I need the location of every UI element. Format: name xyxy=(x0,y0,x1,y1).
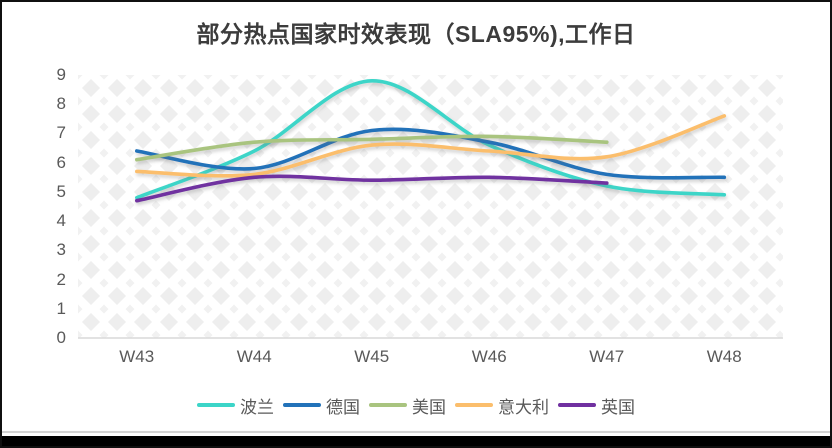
y-axis-tick-label: 5 xyxy=(56,181,66,201)
y-axis-tick-label: 1 xyxy=(56,298,66,318)
y-axis-tick-label: 2 xyxy=(56,269,66,289)
legend-line-marker xyxy=(369,402,407,408)
series-line-0 xyxy=(135,78,727,200)
legend-line-marker xyxy=(455,402,493,408)
y-axis-tick-label: 4 xyxy=(56,211,66,231)
y-axis-tick-label: 9 xyxy=(56,65,66,84)
chart-legend: 波兰 德国 美国 意大利 英国 xyxy=(2,392,830,418)
x-axis-tick-label: W46 xyxy=(471,347,507,366)
legend-item-0: 波兰 xyxy=(197,393,274,418)
legend-item-1: 德国 xyxy=(283,393,360,418)
legend-line-marker xyxy=(558,402,596,408)
series-line-2 xyxy=(135,134,609,162)
legend-label: 德国 xyxy=(326,397,360,417)
x-axis-tick-label: W47 xyxy=(589,347,625,366)
legend-item-4: 英国 xyxy=(558,393,635,418)
legend-label: 英国 xyxy=(601,397,635,417)
legend-line-marker xyxy=(283,402,321,408)
legend-line-marker xyxy=(197,402,235,408)
plot-pattern-background xyxy=(78,75,783,338)
legend-item-2: 美国 xyxy=(369,393,446,418)
x-axis-tick-label: W45 xyxy=(354,347,390,366)
chart-bottom-border xyxy=(2,431,830,433)
series-line-1 xyxy=(135,127,727,180)
legend-label: 意大利 xyxy=(498,397,549,417)
x-axis-tick-label: W44 xyxy=(236,347,272,366)
y-axis-tick-label: 7 xyxy=(56,123,66,143)
y-axis-tick-label: 3 xyxy=(56,240,66,260)
x-axis-tick-label: W48 xyxy=(706,347,742,366)
legend-label: 波兰 xyxy=(240,397,274,417)
bottom-black-bar xyxy=(2,436,830,446)
y-axis-tick-label: 0 xyxy=(56,328,66,347)
series-line-4 xyxy=(135,174,609,203)
legend-label: 美国 xyxy=(412,397,446,417)
x-axis-tick-label: W43 xyxy=(119,347,155,366)
series-line-3 xyxy=(135,114,727,178)
y-axis-tick-label: 8 xyxy=(56,94,66,114)
chart-title: 部分热点国家时效表现（SLA95%),工作日 xyxy=(196,21,636,47)
legend-item-3: 意大利 xyxy=(455,393,549,418)
y-axis-tick-label: 6 xyxy=(56,152,66,172)
